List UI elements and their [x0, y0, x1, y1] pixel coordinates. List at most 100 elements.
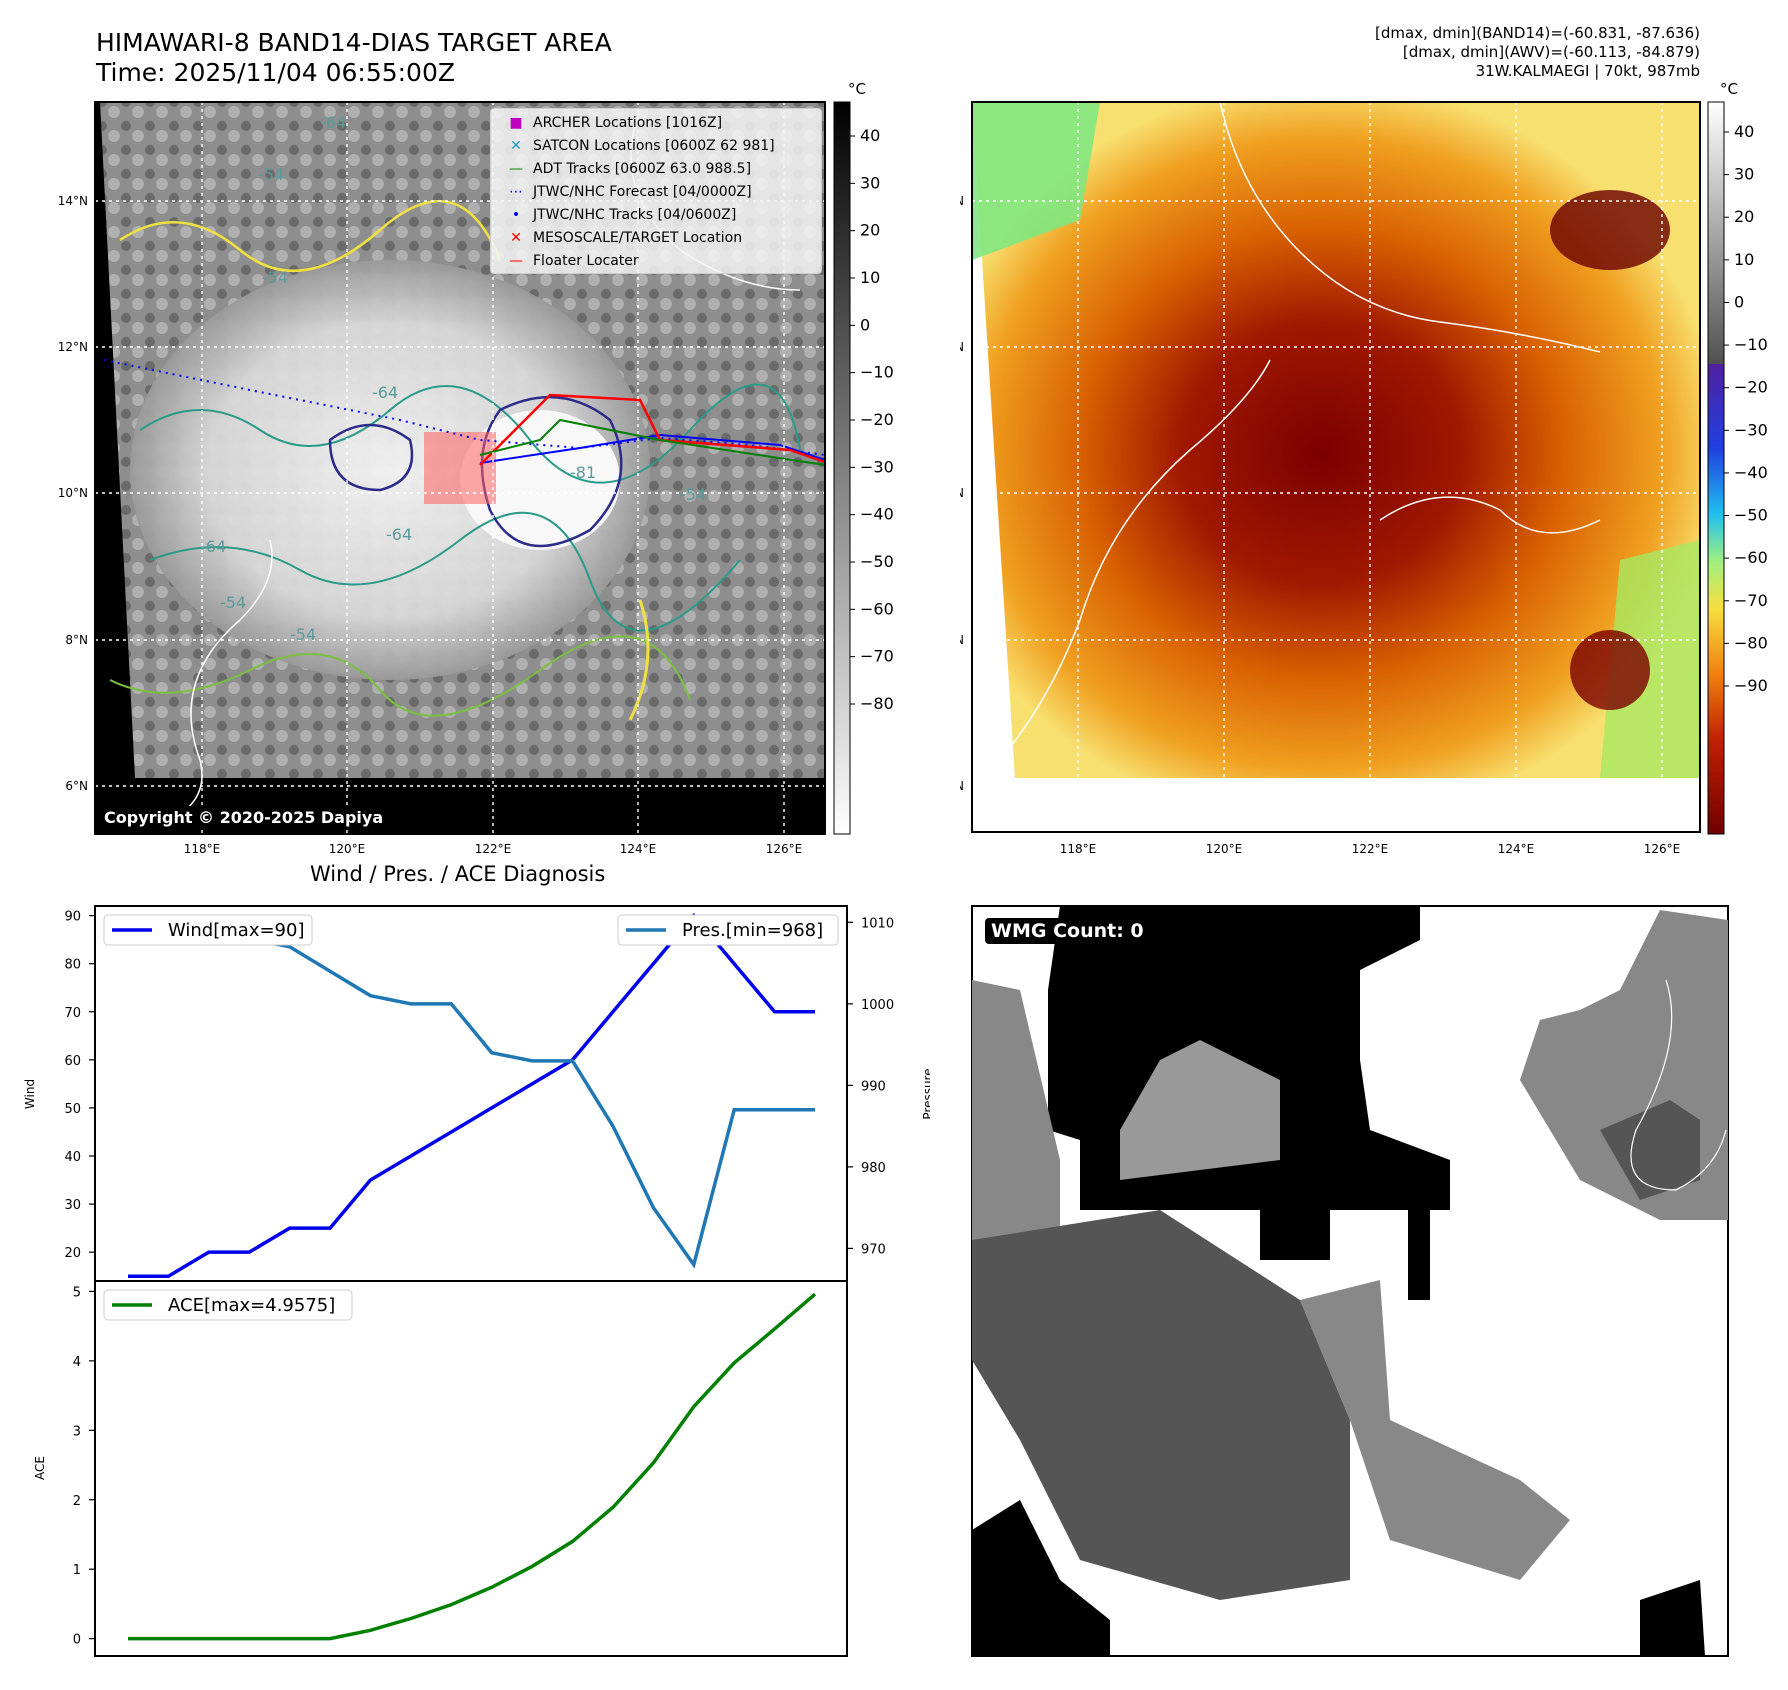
- pressure-tick-label: 1010: [861, 916, 894, 931]
- colorbar-tick-label: −70: [860, 647, 894, 666]
- colorbar-tick-label: −90: [1734, 676, 1768, 695]
- colorbar-tick-label: 10: [1734, 250, 1754, 269]
- wind-tick-label: 80: [64, 958, 81, 973]
- lon-tick: 122°E: [475, 842, 512, 856]
- colorbar-tick-label: −80: [860, 694, 894, 713]
- dot-line-icon: •: [511, 207, 521, 223]
- cold-cloud-top: [1570, 630, 1650, 710]
- legend-item: • JTWC/NHC Tracks [04/0600Z]: [499, 205, 736, 225]
- contour-line: [119, 199, 502, 273]
- diagnosis-title: Wind / Pres. / ACE Diagnosis: [310, 862, 606, 886]
- cloud-shield: [130, 260, 650, 680]
- lat-tick: 10°N: [960, 486, 964, 500]
- info-line-awv: [dmax, dmin](AWV)=(-60.113, -84.879): [1402, 43, 1700, 61]
- legend-item: — ADT Tracks [0600Z 63.0 988.5]: [499, 159, 751, 179]
- colorbar-unit: °C: [848, 82, 866, 98]
- wmg-gray-region: [1300, 1280, 1570, 1580]
- lon-tick: 124°E: [620, 842, 657, 856]
- legend-item: ✕ SATCON Locations [0600Z 62 981]: [499, 136, 775, 156]
- wind-legend-label: Wind[max=90]: [168, 920, 305, 941]
- contour-label: -81: [570, 463, 596, 482]
- lat-tick: 6°N: [65, 779, 88, 793]
- pressure-tick-label: 990: [861, 1079, 886, 1094]
- right-satellite-map: 118°E 120°E 122°E 124°E 126°E 14°N 12°N …: [960, 101, 1701, 856]
- target-area-box: [424, 432, 496, 504]
- lon-tick: 120°E: [1206, 842, 1243, 856]
- pressure-legend: Pres.[min=968]: [617, 914, 839, 946]
- info-line-band14: [dmax, dmin](BAND14)=(-60.831, -87.636): [1375, 24, 1700, 42]
- lat-tick: 6°N: [960, 779, 964, 793]
- coastline: [169, 539, 273, 821]
- colorbar-tick-label: 0: [1734, 292, 1744, 311]
- wmg-black-region: [1640, 1580, 1705, 1656]
- pressure-axis-label: Pressure: [921, 1068, 930, 1119]
- eyewall-contour: [328, 423, 414, 492]
- lat-tick: 12°N: [960, 340, 964, 354]
- lon-tick: 120°E: [329, 842, 366, 856]
- contour-label: -54: [258, 165, 284, 184]
- colorbar-tick-label: −40: [860, 505, 894, 524]
- wmg-dark-region: [1600, 1100, 1700, 1200]
- contour-line: [139, 383, 801, 484]
- wind-legend: Wind[max=90]: [103, 914, 313, 946]
- contour-label: -64: [320, 113, 346, 132]
- legend-item: ■ ARCHER Locations [1016Z]: [499, 113, 722, 133]
- lat-tick: 10°N: [58, 486, 88, 500]
- ace-tick-label: 2: [73, 1494, 81, 1509]
- floater-track: [479, 393, 826, 466]
- cross-icon: ✕: [510, 138, 522, 154]
- ace-tick-label: 3: [73, 1424, 81, 1439]
- colorbar-tick-label: 40: [860, 126, 880, 145]
- warm-region: [1600, 540, 1700, 778]
- colorbar-tick-label: −50: [860, 552, 894, 571]
- pressure-tick-label: 970: [861, 1242, 886, 1257]
- ir-heat-field: [972, 102, 1700, 778]
- colorbar-tick-label: 40: [1734, 122, 1754, 141]
- coastline: [999, 359, 1271, 761]
- line-icon: —: [509, 253, 523, 269]
- right-colorbar: °C 40 30 20 10 0 −10 −20 −30 −40 −50 −60 −70 −80 −90: [1707, 82, 1768, 835]
- contour-label: -54: [220, 593, 246, 612]
- figure-title: HIMAWARI-8 BAND14-DIAS TARGET AREA: [96, 28, 612, 57]
- colorbar-tick-label: −10: [860, 363, 894, 382]
- coastline: [1219, 101, 1601, 353]
- lon-tick: 126°E: [1644, 842, 1681, 856]
- ace-tick-label: 1: [73, 1563, 81, 1578]
- lat-tick: 14°N: [960, 194, 964, 208]
- wmg-black-region: [1408, 1200, 1430, 1300]
- square-icon: ■: [509, 115, 523, 131]
- colorbar-tick-label: 0: [860, 315, 870, 334]
- ace-axis-label: ACE: [33, 1456, 47, 1480]
- wind-tick-label: 30: [64, 1198, 81, 1213]
- colorbar-tick-label: 10: [860, 268, 880, 287]
- wmg-dark-region: [972, 1210, 1350, 1600]
- colorbar-tick-label: −30: [1734, 420, 1768, 439]
- wmg-count-badge: WMG Count: 0: [985, 918, 1150, 944]
- legend-item: — Floater Locater: [499, 251, 639, 271]
- colorbar-tick-label: −60: [1734, 548, 1768, 567]
- jtwc-track: [479, 433, 826, 464]
- ace-axes: [94, 1280, 848, 1657]
- lon-tick: 118°E: [184, 842, 221, 856]
- ace-tick-label: 4: [73, 1355, 81, 1370]
- left-map-frame: [94, 101, 826, 835]
- colorbar-tick-label: 20: [860, 221, 880, 240]
- cross-icon: ✕: [510, 230, 522, 246]
- lat-tick: 12°N: [58, 340, 88, 354]
- info-line-storm: 31W.KALMAEGI | 70kt, 987mb: [1475, 62, 1700, 80]
- lat-tick: 14°N: [58, 194, 88, 208]
- wind-tick-label: 90: [64, 910, 81, 925]
- colorbar-tick-label: −40: [1734, 463, 1768, 482]
- ace-tick-label: 0: [73, 1633, 81, 1648]
- colorbar-unit: °C: [1720, 82, 1738, 98]
- colorbar-tick-label: 20: [1734, 207, 1754, 226]
- contour-line: [149, 511, 741, 632]
- ace-legend-label: ACE[max=4.9575]: [168, 1295, 335, 1316]
- colorbar-tick-label: −80: [1734, 633, 1768, 652]
- colorbar-tick-label: −30: [860, 457, 894, 476]
- left-colorbar: °C 40 30 20 10 0 −10 −20 −30 −40 −50 −60 −70 −80: [833, 82, 894, 835]
- contour-label: -64: [200, 537, 226, 556]
- legend-item: ✕ MESOSCALE/TARGET Location: [499, 228, 742, 248]
- colorbar-tick-label: 30: [1734, 165, 1754, 184]
- lon-tick: 122°E: [1352, 842, 1389, 856]
